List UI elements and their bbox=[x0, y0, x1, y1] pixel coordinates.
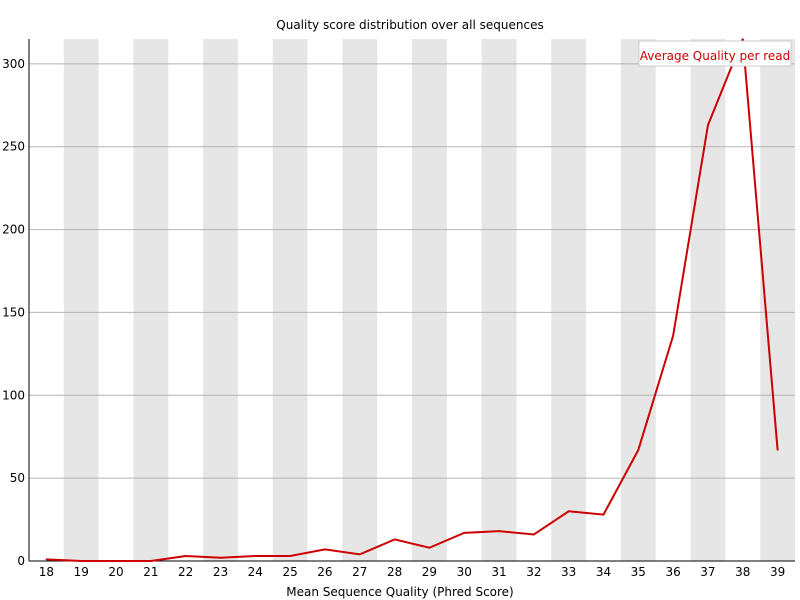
y-tick-label: 300 bbox=[2, 57, 25, 71]
y-tick-label: 200 bbox=[2, 223, 25, 237]
legend-entry: Average Quality per read bbox=[640, 49, 791, 63]
x-tick-label: 26 bbox=[317, 565, 332, 579]
data-point bbox=[428, 546, 431, 549]
x-tick-label: 29 bbox=[422, 565, 437, 579]
x-tick-label: 36 bbox=[665, 565, 680, 579]
series-line bbox=[46, 38, 779, 562]
plot-band bbox=[133, 39, 169, 561]
data-point bbox=[254, 555, 257, 557]
x-tick-label: 21 bbox=[143, 565, 158, 579]
data-point bbox=[324, 548, 326, 551]
data-point bbox=[184, 555, 187, 557]
x-tick-label: 23 bbox=[213, 565, 228, 579]
x-tick-label: 27 bbox=[352, 565, 367, 579]
x-tick-label: 22 bbox=[178, 565, 193, 579]
x-tick-label: 35 bbox=[631, 565, 646, 579]
x-tick-label: 30 bbox=[457, 565, 472, 579]
y-tick-label: 150 bbox=[2, 305, 25, 319]
plot-band bbox=[620, 39, 656, 561]
x-tick-label: 38 bbox=[735, 565, 750, 579]
legend: Average Quality per read bbox=[638, 40, 792, 67]
data-point bbox=[672, 334, 674, 337]
x-axis: 18 19 20 21 22 23 24 25 26 27 28 29 30 31 32 33 34 35 36 37… bbox=[29, 560, 795, 579]
series-group bbox=[45, 38, 779, 562]
data-point bbox=[707, 124, 709, 126]
plot-bands bbox=[63, 39, 795, 561]
y-tick-label: 250 bbox=[2, 140, 25, 154]
x-tick-label: 18 bbox=[39, 565, 54, 579]
data-point bbox=[289, 555, 291, 557]
y-tick-label: 100 bbox=[2, 388, 25, 402]
data-point bbox=[45, 558, 48, 561]
x-tick-label: 20 bbox=[108, 565, 123, 579]
data-point bbox=[602, 513, 605, 516]
data-point bbox=[219, 556, 222, 559]
y-tick-label: 50 bbox=[10, 471, 25, 485]
y-tick-label: 0 bbox=[17, 554, 25, 568]
data-point bbox=[533, 533, 535, 536]
data-point bbox=[80, 560, 83, 562]
data-point bbox=[776, 449, 779, 451]
plot-band bbox=[272, 39, 308, 561]
plot-band bbox=[203, 39, 238, 561]
x-tick-label: 25 bbox=[282, 565, 297, 579]
chart-title: Quality score distribution over all sequ… bbox=[276, 18, 543, 32]
x-tick-label: 34 bbox=[596, 565, 611, 579]
plot-band bbox=[481, 39, 517, 561]
x-tick-label: 31 bbox=[491, 565, 506, 579]
x-tick-label: 37 bbox=[700, 565, 715, 579]
x-tick-label: 39 bbox=[770, 565, 785, 579]
data-point bbox=[115, 560, 117, 562]
x-tick-label: 24 bbox=[248, 565, 263, 579]
x-tick-label: 28 bbox=[387, 565, 402, 579]
data-point bbox=[463, 532, 466, 534]
legend-box bbox=[638, 40, 792, 67]
data-point bbox=[358, 553, 361, 556]
plot-band bbox=[690, 39, 726, 561]
data-point bbox=[741, 38, 744, 40]
plot-band bbox=[412, 39, 447, 561]
plot-band bbox=[342, 39, 378, 561]
data-point bbox=[567, 510, 570, 513]
x-axis-label: Mean Sequence Quality (Phred Score) bbox=[286, 585, 514, 599]
y-axis: 0 50 100 150 200 250 300 bbox=[2, 39, 30, 568]
x-tick-label: 32 bbox=[526, 565, 541, 579]
data-point bbox=[637, 449, 640, 451]
plot-band bbox=[63, 39, 99, 561]
x-tick-label: 33 bbox=[561, 565, 576, 579]
data-point bbox=[150, 560, 152, 562]
data-point bbox=[393, 538, 396, 541]
x-tick-label: 19 bbox=[74, 565, 89, 579]
plot-band bbox=[551, 39, 587, 561]
plot-band bbox=[760, 39, 795, 561]
data-point bbox=[498, 530, 500, 532]
